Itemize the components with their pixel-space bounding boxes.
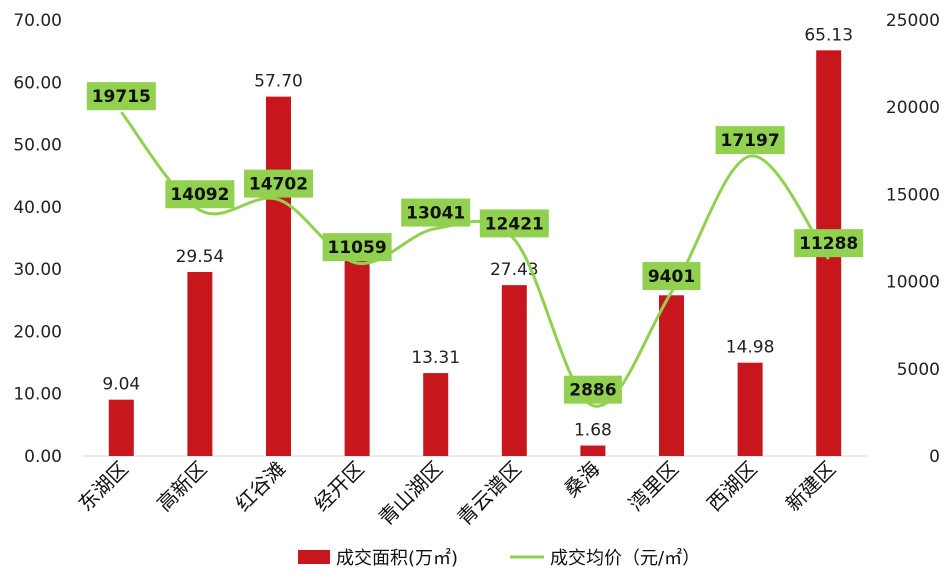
- bar: [344, 256, 370, 456]
- left-tick-label: 10.00: [13, 385, 62, 405]
- price-value-label: 14092: [170, 185, 229, 205]
- right-tick-label: 5000: [897, 360, 940, 380]
- legend-line-label: 成交均价（元/㎡）: [550, 547, 700, 569]
- category-label: 青山湖区: [374, 457, 448, 531]
- price-value-label: 11059: [328, 238, 387, 258]
- left-axis: 0.00 10.00 20.00 30.00 40.00 50.00 60.00 70.00: [13, 11, 62, 467]
- bar: [501, 285, 527, 456]
- right-tick-label: 10000: [886, 273, 940, 293]
- price-label-box: [794, 229, 864, 258]
- left-tick-label: 70.00: [13, 11, 62, 31]
- category-label: 西湖区: [702, 457, 761, 516]
- legend-bar-label: 成交面积(万㎡): [336, 547, 458, 569]
- category-label: 红谷滩: [231, 457, 290, 516]
- bar: [423, 373, 449, 456]
- left-tick-label: 60.00: [13, 73, 62, 93]
- price-label-box: [642, 262, 701, 291]
- bar: [737, 362, 763, 456]
- bar-value-label: 57.70: [254, 72, 303, 92]
- category-label: 湾里区: [624, 457, 683, 516]
- category-label: 经开区: [309, 457, 368, 516]
- right-tick-label: 25000: [886, 11, 940, 31]
- price-label-box: [165, 180, 235, 209]
- x-axis-labels: 东湖区 高新区 红谷滩 经开区 青山湖区 青云谱区 桑海 湾里区 西湖区 新建区: [73, 457, 840, 531]
- legend: 成交面积(万㎡) 成交均价（元/㎡）: [298, 547, 700, 569]
- price-label-box: [86, 82, 156, 111]
- bar-value-label: 65.13: [804, 25, 853, 45]
- price-value-label: 11288: [799, 234, 858, 254]
- bar: [580, 445, 606, 456]
- price-value-label: 19715: [92, 87, 151, 107]
- bar: [108, 399, 134, 456]
- price-line: [120, 111, 830, 408]
- price-label-box: [715, 126, 785, 155]
- price-value-label: 2886: [569, 381, 616, 401]
- bar-data-labels: 9.04 29.54 57.70 13.31 27.43 1.68 14.98 65.13: [102, 25, 853, 440]
- right-tick-label: 0: [929, 447, 940, 467]
- price-label-box: [563, 375, 622, 404]
- category-label: 桑海: [559, 457, 604, 502]
- left-tick-label: 30.00: [13, 260, 62, 280]
- left-tick-label: 40.00: [13, 198, 62, 218]
- category-label: 新建区: [781, 457, 840, 516]
- price-label-box: [244, 169, 313, 198]
- price-value-label: 12421: [485, 214, 544, 234]
- bar-value-label: 13.31: [411, 348, 460, 368]
- left-tick-label: 0.00: [24, 447, 62, 467]
- price-value-label: 14702: [249, 175, 308, 195]
- right-axis: 0 5000 10000 15000 20000 25000: [886, 11, 940, 467]
- legend-bar-swatch: [298, 550, 330, 564]
- price-label-box: [479, 209, 549, 238]
- bar-value-label: 9.04: [102, 375, 140, 395]
- category-label: 东湖区: [73, 457, 132, 516]
- price-value-label: 9401: [648, 267, 695, 287]
- price-value-label: 17197: [721, 131, 780, 151]
- price-label-box: [401, 198, 471, 227]
- bar-series: [108, 50, 842, 457]
- bar-value-label: 14.98: [726, 338, 775, 358]
- right-tick-label: 20000: [886, 98, 940, 118]
- line-data-labels: 19715 14092 14702 11059 13041 12421 2886 9401 17…: [86, 82, 864, 404]
- price-label-box: [322, 233, 392, 262]
- category-label: 青云谱区: [452, 457, 526, 531]
- category-label: 高新区: [152, 457, 211, 516]
- right-tick-label: 15000: [886, 185, 940, 205]
- price-value-label: 13041: [406, 204, 465, 224]
- left-tick-label: 20.00: [13, 322, 62, 342]
- bar-value-label: 27.43: [490, 260, 539, 280]
- left-tick-label: 50.00: [13, 136, 62, 156]
- bar: [659, 295, 684, 456]
- bar-value-label: 29.54: [176, 247, 225, 267]
- bar-value-label: 1.68: [574, 421, 612, 441]
- bar: [266, 96, 291, 457]
- bar: [187, 272, 213, 456]
